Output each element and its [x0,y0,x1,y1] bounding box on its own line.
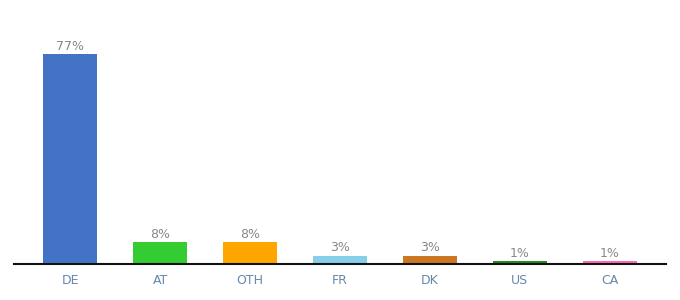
Bar [583,261,636,264]
Bar [493,261,547,264]
Text: 1%: 1% [510,247,530,260]
Bar [44,54,97,264]
Text: 3%: 3% [420,242,440,254]
Text: 3%: 3% [330,242,350,254]
Bar [313,256,367,264]
Bar [403,256,457,264]
Bar [223,242,277,264]
Text: 77%: 77% [56,40,84,52]
Bar [133,242,187,264]
Text: 8%: 8% [240,228,260,241]
Text: 8%: 8% [150,228,170,241]
Text: 1%: 1% [600,247,619,260]
